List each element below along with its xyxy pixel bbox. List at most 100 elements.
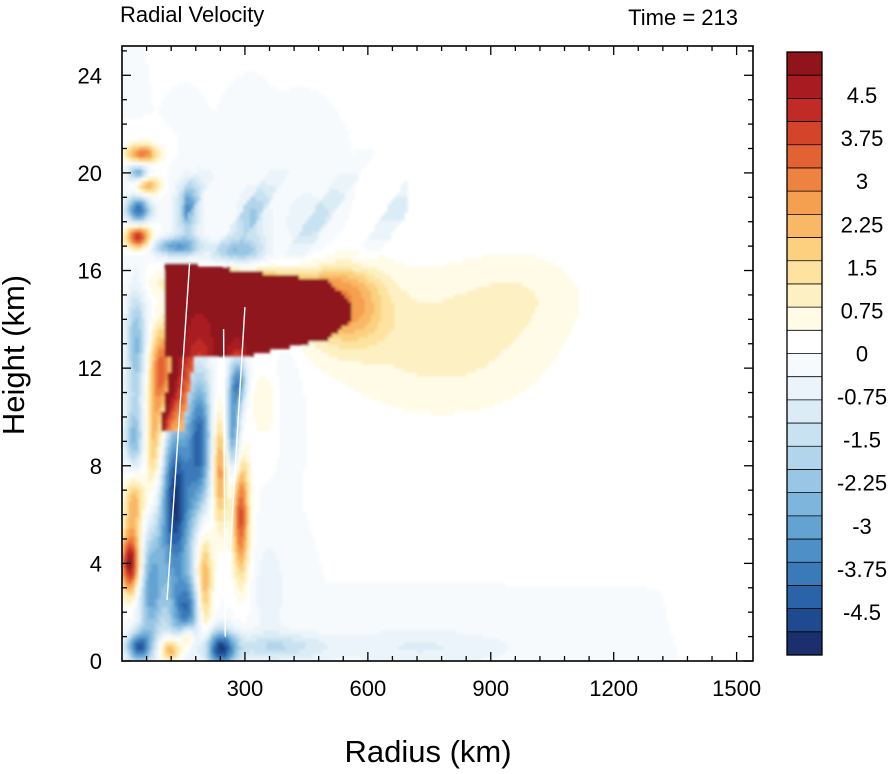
heatmap-cell xyxy=(177,653,182,658)
heatmap-cell xyxy=(190,563,195,568)
heatmap-cell xyxy=(128,403,133,408)
heatmap-cell xyxy=(259,180,267,186)
heatmap-cell xyxy=(207,485,212,490)
heatmap-cell xyxy=(164,461,169,467)
heatmap-cell xyxy=(394,309,536,315)
heatmap-cell xyxy=(148,606,159,611)
heatmap-cell xyxy=(197,415,202,420)
heatmap-cell xyxy=(177,528,182,533)
heatmap-cell xyxy=(138,508,143,514)
heatmap-cell xyxy=(177,512,182,518)
heatmap-cell xyxy=(151,497,156,502)
heatmap-cell xyxy=(279,446,307,451)
heatmap-cell xyxy=(141,391,146,397)
heatmap-cell xyxy=(197,243,205,248)
heatmap-cell xyxy=(125,309,130,315)
heatmap-cell xyxy=(233,258,251,264)
heatmap-cell xyxy=(233,575,241,580)
heatmap-cell xyxy=(138,547,143,553)
heatmap-cell xyxy=(148,211,153,217)
heatmap-cell xyxy=(203,645,208,650)
heatmap-cell xyxy=(158,340,162,346)
heatmap-cell xyxy=(154,457,159,463)
heatmap-cell xyxy=(243,493,248,498)
heatmap-cell xyxy=(223,473,228,479)
heatmap-cell xyxy=(203,196,241,201)
heatmap-cell xyxy=(158,602,172,607)
heatmap-cell xyxy=(200,395,205,400)
heatmap-cell xyxy=(207,590,212,596)
heatmap-cell xyxy=(240,641,267,646)
heatmap-cell xyxy=(148,411,153,416)
heatmap-cell xyxy=(190,204,195,209)
heatmap-cell xyxy=(233,512,238,518)
heatmap-cell xyxy=(125,227,130,233)
heatmap-cell xyxy=(164,329,189,334)
heatmap-cell xyxy=(394,317,533,322)
heatmap-cell xyxy=(151,641,156,646)
heatmap-cell xyxy=(128,446,133,451)
heatmap-cell xyxy=(259,508,303,514)
heatmap-cell xyxy=(122,63,149,69)
heatmap-cell xyxy=(164,348,185,354)
heatmap-cell xyxy=(279,387,303,393)
heatmap-cell xyxy=(131,621,136,627)
heatmap-cell xyxy=(256,594,284,600)
heatmap-cell xyxy=(351,305,366,311)
heatmap-cell xyxy=(161,399,166,404)
heatmap-cell xyxy=(384,211,405,217)
heatmap-cell xyxy=(213,438,218,443)
heatmap-cell xyxy=(138,266,146,272)
heatmap-cell xyxy=(154,391,162,397)
heatmap-cell xyxy=(279,407,307,412)
heatmap-cell xyxy=(174,430,189,436)
heatmap-cell xyxy=(197,508,202,514)
heatmap-cell xyxy=(181,360,189,365)
heatmap-cell xyxy=(161,657,166,661)
heatmap-cell xyxy=(203,391,208,397)
heatmap-cell xyxy=(220,465,225,471)
heatmap-cell xyxy=(321,348,503,354)
heatmap-cell xyxy=(246,461,251,467)
heatmap-cell xyxy=(184,559,189,564)
heatmap-cell xyxy=(190,629,195,635)
heatmap-cell xyxy=(384,336,516,342)
heatmap-cell xyxy=(200,582,205,588)
heatmap-cell xyxy=(210,637,215,643)
heatmap-cell xyxy=(236,446,241,451)
heatmap-cell xyxy=(236,372,241,377)
heatmap-cell xyxy=(348,188,356,194)
heatmap-cell xyxy=(230,567,235,572)
heatmap-cell xyxy=(256,266,323,272)
heatmap-cell xyxy=(141,247,146,252)
colorbar-tick-label: -4.5 xyxy=(843,600,881,625)
heatmap-cell xyxy=(272,243,290,248)
heatmap-cell xyxy=(181,575,189,580)
heatmap-cell xyxy=(203,180,212,186)
heatmap-cell xyxy=(223,407,228,412)
heatmap-cell xyxy=(233,372,238,377)
heatmap-cell xyxy=(207,415,212,420)
heatmap-cell xyxy=(240,625,254,631)
heatmap-cell xyxy=(197,336,202,342)
heatmap-cell xyxy=(361,293,372,299)
heatmap-cell xyxy=(141,169,146,174)
heatmap-cell xyxy=(167,176,179,182)
heatmap-cell xyxy=(236,426,241,432)
heatmap-cell xyxy=(144,165,149,170)
shear-line xyxy=(222,329,226,637)
heatmap-cell xyxy=(138,586,143,592)
heatmap-cell xyxy=(128,649,133,654)
heatmap-cell xyxy=(190,520,195,525)
heatmap-cell xyxy=(194,489,202,494)
heatmap-cell xyxy=(171,489,176,494)
heatmap-cell xyxy=(158,543,162,549)
heatmap-cell xyxy=(364,309,375,315)
heatmap-cell xyxy=(194,567,198,572)
heatmap-cell xyxy=(164,297,349,303)
heatmap-cell xyxy=(217,438,225,443)
heatmap-cell xyxy=(194,411,205,416)
heatmap-cell xyxy=(194,614,198,619)
heatmap-cell xyxy=(253,559,261,564)
heatmap-cell xyxy=(144,586,149,592)
